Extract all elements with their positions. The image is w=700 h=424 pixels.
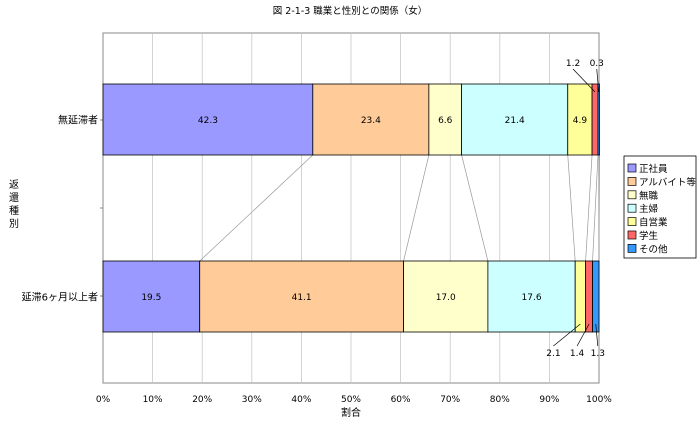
data-label: 23.4 — [361, 116, 381, 126]
legend-label: 自営業 — [639, 217, 668, 229]
x-tick-label: 100% — [586, 395, 612, 405]
legend-label: 学生 — [639, 230, 659, 242]
bar-segment — [598, 84, 599, 155]
legend-swatch — [628, 164, 636, 172]
data-label: 1.4 — [570, 349, 585, 359]
data-label: 0.3 — [590, 59, 604, 69]
x-tick-label: 80% — [490, 395, 510, 405]
category-label: 延滞6ヶ月以上者 — [22, 292, 98, 304]
data-label: 21.4 — [505, 116, 525, 126]
data-label: 19.5 — [141, 293, 161, 303]
legend-swatch — [628, 218, 636, 226]
bar-segment — [586, 261, 593, 332]
x-tick-label: 0% — [96, 395, 111, 405]
legend-swatch — [628, 177, 636, 185]
legend-label: 主婦 — [639, 203, 658, 215]
y-axis-label: 返還種別 — [9, 179, 19, 230]
legend-swatch — [628, 204, 636, 212]
chart-title: 図 2-1-3 職業と性別との関係（女） — [273, 5, 427, 17]
data-label: 2.1 — [546, 349, 560, 359]
data-label: 1.2 — [566, 59, 580, 69]
category-label: 無延滞者 — [58, 114, 98, 127]
x-tick-label: 60% — [391, 395, 411, 405]
x-tick-label: 30% — [242, 395, 262, 405]
legend-label: 正社員 — [639, 163, 668, 175]
x-tick-label: 20% — [192, 395, 212, 405]
data-label: 17.6 — [522, 293, 542, 303]
data-label: 41.1 — [292, 293, 312, 303]
bar-segment — [575, 261, 585, 332]
legend-swatch — [628, 231, 636, 239]
data-label: 17.0 — [436, 293, 456, 303]
x-axis-label: 割合 — [341, 406, 361, 419]
legend-label: 無職 — [639, 190, 659, 202]
x-tick-label: 70% — [440, 395, 460, 405]
bar-segment — [592, 84, 598, 155]
x-tick-label: 50% — [341, 395, 361, 405]
x-tick-label: 10% — [143, 395, 163, 405]
data-label: 42.3 — [198, 116, 218, 126]
data-label: 6.6 — [438, 116, 453, 126]
x-tick-label: 90% — [539, 395, 559, 405]
data-label: 1.3 — [591, 349, 605, 359]
legend-swatch — [628, 244, 636, 252]
legend-label: その他 — [639, 243, 668, 255]
x-tick-label: 40% — [291, 395, 311, 405]
legend-label: アルバイト等 — [639, 176, 696, 188]
legend-swatch — [628, 191, 636, 199]
data-label: 4.9 — [573, 116, 588, 126]
bar-segment — [593, 261, 599, 332]
